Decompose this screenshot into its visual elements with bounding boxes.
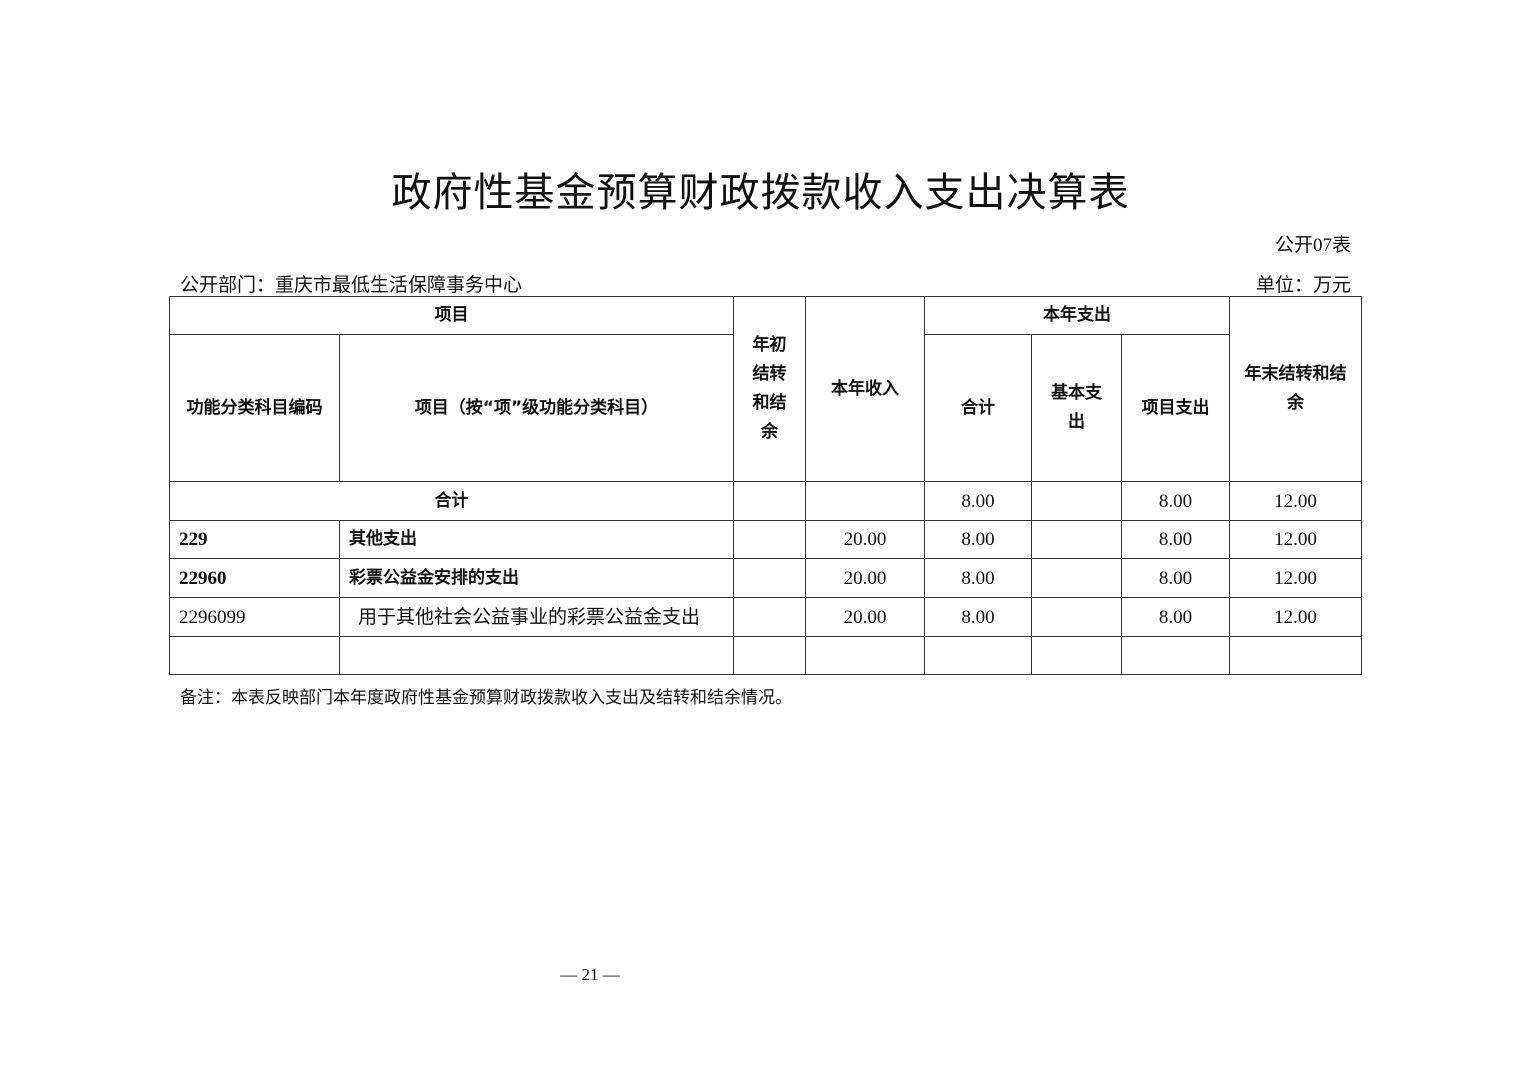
cell-name: 彩票公益金安排的支出 [339, 558, 734, 598]
cell-opening [733, 558, 806, 598]
cell-name: 用于其他社会公益事业的彩票公益金支出 [339, 597, 734, 637]
cell-exp-basic [1031, 597, 1122, 637]
header-code: 功能分类科目编码 [169, 334, 340, 482]
cell-closing: 12.00 [1229, 597, 1363, 637]
cell-code: 22960 [169, 558, 340, 598]
cell-exp-project: 8.00 [1120, 558, 1231, 598]
cell-exp-project: 8.00 [1120, 520, 1231, 559]
cell-income: 20.00 [805, 558, 925, 598]
header-opening: 年初结转和结余 [733, 296, 806, 482]
form-number: 公开07表 [1274, 235, 1351, 256]
cell-exp-total: 8.00 [924, 558, 1032, 598]
header-expense: 本年支出 [923, 296, 1231, 335]
table-note: 备注：本表反映部门本年度政府性基金预算财政拨款收入支出及结转和结余情况。 [180, 688, 792, 707]
cell-exp-basic [1031, 481, 1122, 521]
header-name: 项目（按“项”级功能分类科目） [339, 334, 734, 482]
cell-closing: 12.00 [1229, 558, 1363, 598]
cell-closing: 12.00 [1229, 481, 1363, 521]
header-exp-total: 合计 [924, 334, 1032, 482]
budget-table: 项目 年初结转和结余 本年收入 本年支出 年末结转和结余 功能分类科目编码 项目… [169, 296, 1363, 675]
cell-opening [733, 520, 806, 559]
cell-exp-total: 8.00 [924, 597, 1032, 637]
cell-income: 20.00 [805, 520, 925, 559]
header-exp-basic: 基本支出 [1031, 334, 1122, 482]
total-row: 合计 8.00 8.00 12.00 [169, 481, 1363, 521]
cell-name: 其他支出 [339, 520, 734, 559]
table-row: 229 其他支出 20.00 8.00 8.00 12.00 [169, 520, 1363, 559]
cell-opening [733, 481, 806, 521]
cell-exp-total: 8.00 [924, 481, 1032, 521]
page-title: 政府性基金预算财政拨款收入支出决算表 [391, 170, 1130, 215]
table-row: 22960 彩票公益金安排的支出 20.00 8.00 8.00 12.00 [169, 558, 1363, 598]
cell-code: 2296099 [169, 597, 340, 637]
cell-exp-total: 8.00 [924, 520, 1032, 559]
cell-closing: 12.00 [1229, 520, 1363, 559]
cell-income: 20.00 [805, 597, 925, 637]
cell-exp-project: 8.00 [1120, 597, 1231, 637]
header-exp-project: 项目支出 [1120, 334, 1231, 482]
unit-label: 单位：万元 [1255, 275, 1351, 296]
table-row: 2296099 用于其他社会公益事业的彩票公益金支出 20.00 8.00 8.… [169, 597, 1363, 637]
cell-exp-project: 8.00 [1120, 481, 1231, 521]
header-closing: 年末结转和结余 [1229, 296, 1363, 482]
empty-row [169, 636, 1363, 675]
department-label: 公开部门：重庆市最低生活保障事务中心 [180, 275, 523, 296]
cell-opening [733, 597, 806, 637]
header-income: 本年收入 [805, 296, 925, 482]
cell-code: 229 [169, 520, 340, 559]
cell-exp-basic [1031, 520, 1122, 559]
page-number: — 21 — [560, 965, 620, 984]
cell-income [805, 481, 925, 521]
cell-exp-basic [1031, 558, 1122, 598]
total-label: 合计 [169, 481, 734, 521]
header-item: 项目 [169, 296, 734, 335]
